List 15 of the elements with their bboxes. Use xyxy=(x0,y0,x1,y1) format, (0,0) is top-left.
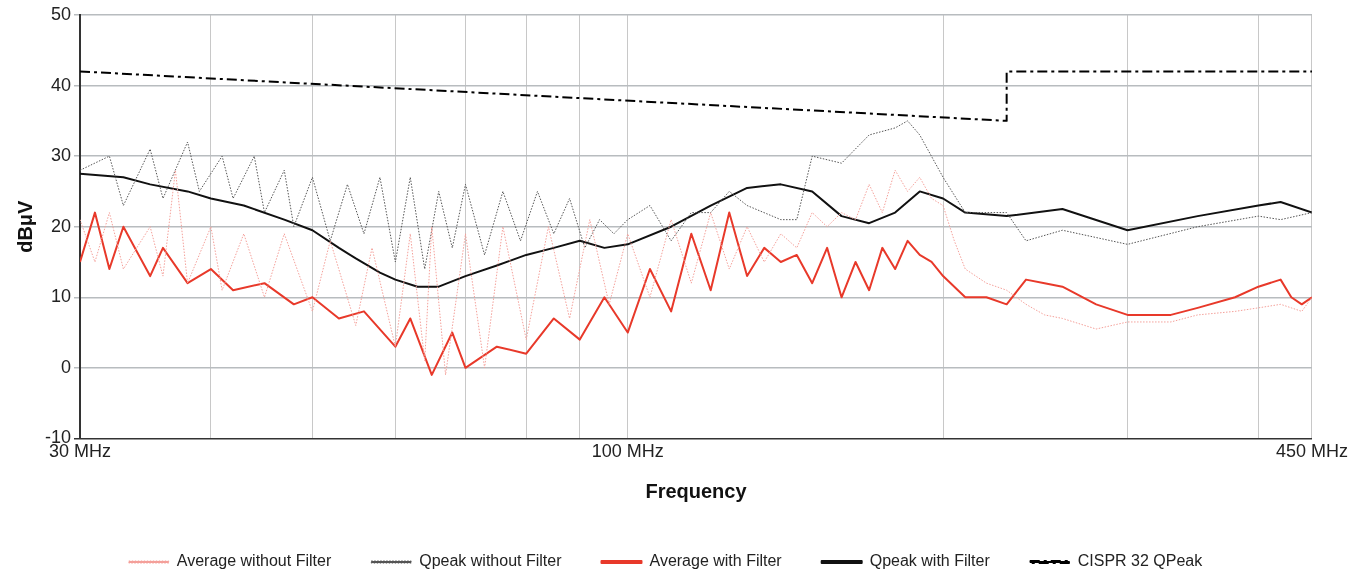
x-axis-title: Frequency xyxy=(645,479,748,502)
x-tick-label: 450 MHz xyxy=(1275,441,1348,462)
legend-label: Average without Filter xyxy=(176,552,332,570)
legend-label: CISPR 32 QPeak xyxy=(1077,552,1204,570)
legend-label: Qpeak without Filter xyxy=(419,552,563,570)
y-tick-label: 40 xyxy=(50,74,72,95)
y-tick-label: 30 xyxy=(50,145,72,166)
y-tick-label: 10 xyxy=(50,286,72,307)
legend-label: Average with Filter xyxy=(649,552,783,570)
y-tick-label: 0 xyxy=(61,356,72,377)
legend-label: Qpeak with Filter xyxy=(869,552,991,570)
y-axis-title: dBμV xyxy=(13,199,36,253)
x-tick-label: 100 MHz xyxy=(591,441,664,462)
y-tick-label: 50 xyxy=(50,3,72,24)
y-tick-label: 20 xyxy=(50,215,72,236)
